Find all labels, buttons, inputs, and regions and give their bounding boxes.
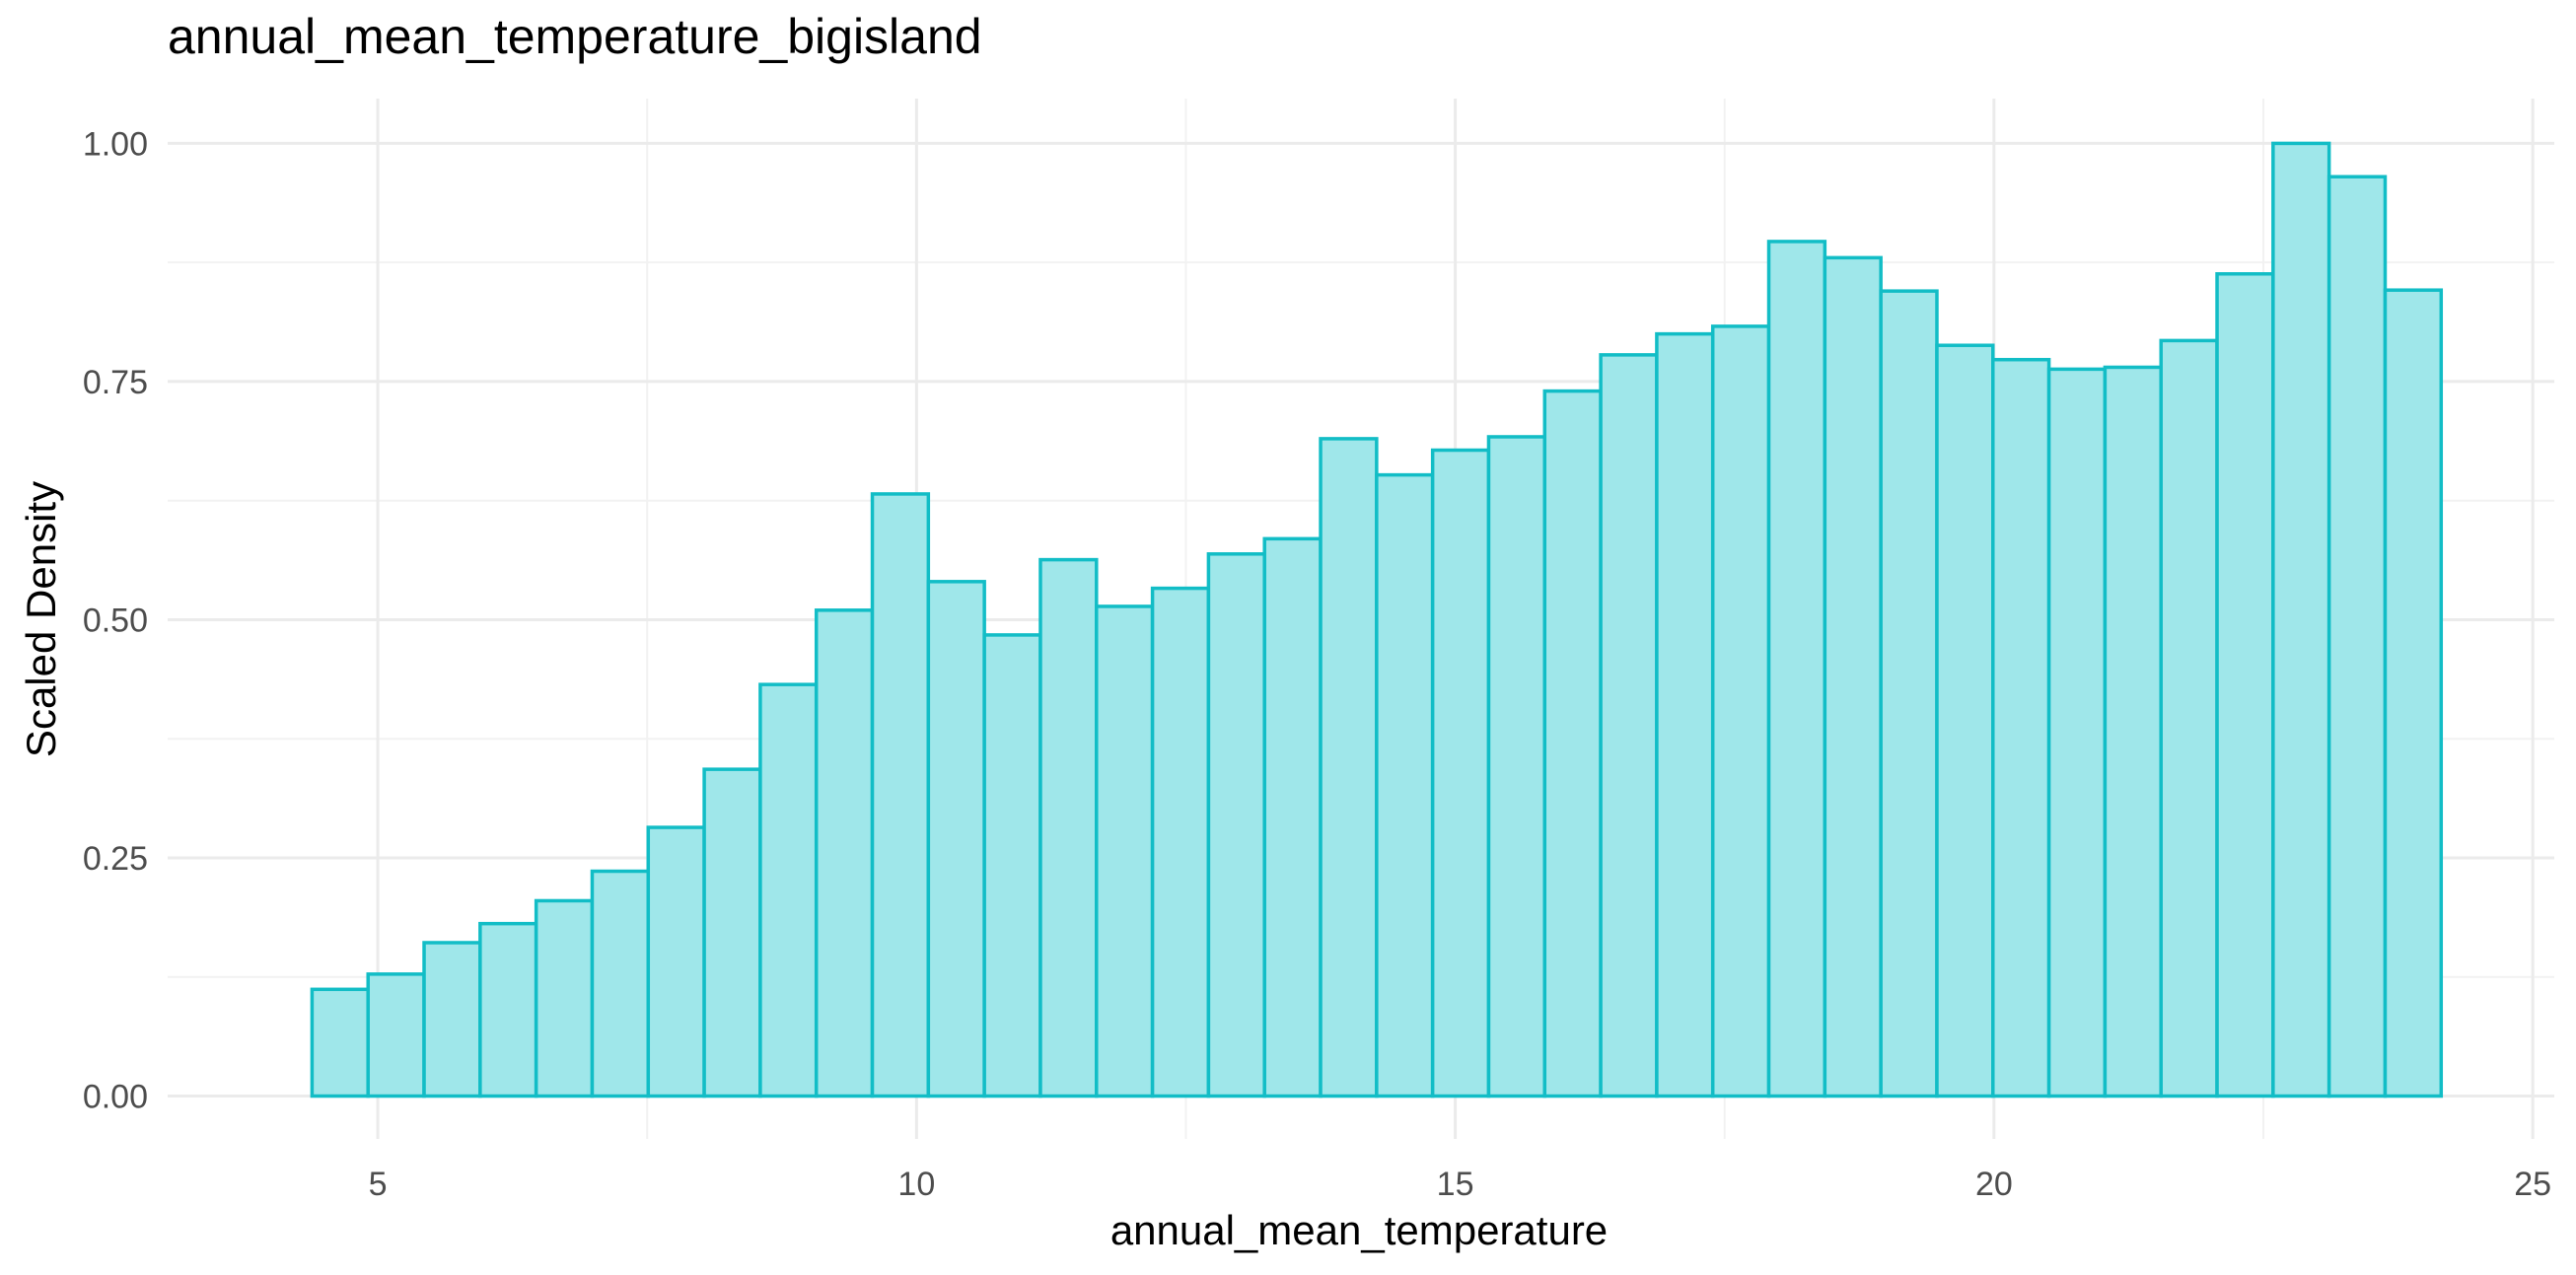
- histogram-bar: [2159, 338, 2219, 1098]
- x-tick-label: 15: [1437, 1166, 1474, 1203]
- histogram-bar: [1599, 353, 1659, 1098]
- histogram-bar: [310, 987, 370, 1098]
- histogram-bar: [1430, 448, 1491, 1098]
- x-axis-title: annual_mean_temperature: [1110, 1207, 1608, 1253]
- y-axis-title: Scaled Density: [18, 481, 64, 757]
- histogram-bar: [366, 972, 426, 1098]
- histogram-bar: [702, 767, 762, 1098]
- histogram-bar: [590, 869, 651, 1098]
- histogram-bar: [422, 941, 482, 1098]
- histogram-bar: [1655, 331, 1715, 1098]
- histogram-bar: [1766, 240, 1827, 1098]
- x-tick-label: 10: [897, 1166, 935, 1203]
- histogram-bar: [2326, 175, 2388, 1098]
- y-tick-label: 1.00: [83, 125, 148, 163]
- histogram-bar: [1935, 343, 1995, 1098]
- histogram-bar: [2215, 272, 2275, 1098]
- histogram-bars: [310, 141, 2444, 1098]
- y-tick-label: 0.75: [83, 364, 148, 401]
- histogram-bar: [926, 580, 986, 1098]
- histogram-bar: [1375, 472, 1435, 1098]
- x-tick-label: 20: [1975, 1166, 2013, 1203]
- histogram-bar: [2103, 365, 2163, 1098]
- histogram-bar: [2046, 367, 2108, 1098]
- histogram-bar: [758, 682, 819, 1098]
- y-tick-label: 0.00: [83, 1079, 148, 1116]
- histogram-bar: [2271, 141, 2331, 1098]
- histogram-bar: [1319, 437, 1379, 1098]
- chart-title: annual_mean_temperature_bigisland: [168, 9, 982, 64]
- histogram-bar: [1542, 389, 1603, 1098]
- x-tick-label: 5: [369, 1166, 388, 1203]
- x-tick-label: 25: [2514, 1166, 2551, 1203]
- histogram-bar: [1879, 289, 1939, 1098]
- y-tick-label: 0.25: [83, 840, 148, 878]
- histogram-bar: [1486, 435, 1547, 1098]
- histogram-bar: [478, 921, 538, 1098]
- histogram-bar: [1150, 586, 1211, 1098]
- histogram-bar: [1823, 255, 1883, 1098]
- histogram-bar: [646, 825, 706, 1098]
- y-tick-label: 0.50: [83, 602, 148, 639]
- histogram-bar: [1206, 552, 1266, 1098]
- histogram-bar: [534, 898, 595, 1098]
- histogram-bar: [870, 492, 931, 1098]
- histogram-bar: [1038, 557, 1099, 1098]
- histogram-bar: [1262, 536, 1323, 1098]
- histogram-bar: [2383, 288, 2444, 1098]
- histogram-bar: [1095, 604, 1155, 1098]
- axes: 5 10 15 20 25 0.00 0.25 0.50 0.75 1.00: [83, 125, 2551, 1203]
- histogram-bar: [1991, 357, 2051, 1098]
- histogram-bar: [982, 633, 1042, 1098]
- histogram-bar: [1710, 324, 1771, 1098]
- histogram-bar: [814, 608, 875, 1098]
